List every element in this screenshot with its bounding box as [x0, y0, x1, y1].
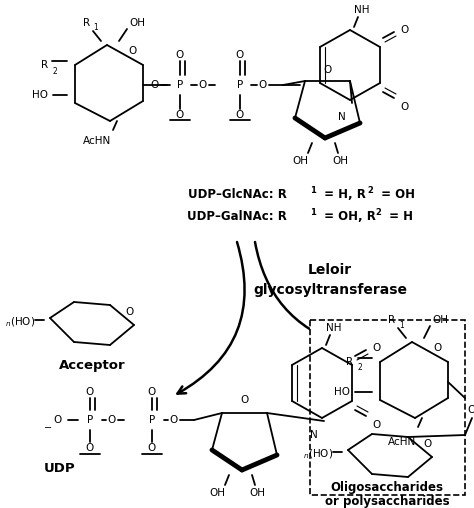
Text: P: P [237, 80, 243, 90]
Text: OH: OH [292, 156, 308, 166]
Text: Leloir: Leloir [308, 263, 352, 277]
Text: N: N [338, 112, 346, 122]
Text: O: O [148, 443, 156, 453]
Text: O: O [468, 405, 474, 415]
Text: O: O [373, 420, 381, 430]
Text: R: R [83, 18, 91, 28]
Text: NH: NH [326, 323, 342, 333]
Text: O: O [86, 387, 94, 397]
Text: R: R [346, 357, 354, 367]
Text: O: O [148, 387, 156, 397]
Text: UDP: UDP [44, 461, 76, 474]
Text: OH: OH [129, 18, 145, 28]
Text: O: O [434, 343, 442, 353]
Text: Oligosaccharides: Oligosaccharides [330, 482, 444, 494]
Text: O: O [126, 307, 134, 317]
Text: 1: 1 [400, 321, 404, 330]
FancyBboxPatch shape [310, 320, 465, 495]
Text: OH: OH [432, 315, 448, 325]
Text: O: O [241, 395, 249, 405]
Text: 2: 2 [367, 186, 373, 195]
Text: $_n$(HO): $_n$(HO) [303, 447, 333, 461]
Text: OH: OH [249, 488, 265, 498]
Text: 1: 1 [310, 186, 316, 195]
Text: O: O [259, 80, 267, 90]
Text: O: O [373, 343, 381, 353]
Text: R: R [41, 60, 48, 70]
Text: AcHN: AcHN [83, 136, 111, 146]
Text: O: O [170, 415, 178, 425]
Text: O: O [199, 80, 207, 90]
Text: −: − [44, 423, 52, 433]
Text: UDP–GlcNAc: R: UDP–GlcNAc: R [188, 188, 286, 202]
Text: O: O [151, 80, 159, 90]
Text: glycosyltransferase: glycosyltransferase [253, 283, 407, 297]
Text: N: N [310, 430, 318, 440]
Text: OH: OH [209, 488, 225, 498]
Text: P: P [177, 80, 183, 90]
Text: P: P [149, 415, 155, 425]
Text: HO: HO [334, 387, 350, 397]
Text: O: O [236, 50, 244, 60]
Text: O: O [176, 110, 184, 120]
Text: O: O [129, 46, 137, 56]
Text: = OH: = OH [377, 188, 415, 202]
Text: UDP–GalNAc: R: UDP–GalNAc: R [187, 210, 287, 224]
Text: = OH, R: = OH, R [320, 210, 376, 224]
Text: P: P [87, 415, 93, 425]
FancyArrowPatch shape [255, 242, 342, 345]
Text: O: O [401, 102, 409, 112]
Text: O: O [54, 415, 62, 425]
Text: AcHN: AcHN [388, 437, 416, 447]
Text: O: O [236, 110, 244, 120]
Text: O: O [86, 443, 94, 453]
Text: = H, R: = H, R [320, 188, 366, 202]
Text: $_n$(HO): $_n$(HO) [5, 315, 35, 329]
Text: O: O [108, 415, 116, 425]
Text: 2: 2 [53, 67, 57, 76]
Text: O: O [176, 50, 184, 60]
Text: = H: = H [385, 210, 413, 224]
Text: O: O [324, 65, 332, 75]
Text: O: O [424, 439, 432, 449]
Text: 1: 1 [94, 23, 99, 33]
Text: R: R [388, 315, 396, 325]
Text: Acceptor: Acceptor [59, 359, 125, 371]
Text: OH: OH [332, 156, 348, 166]
Text: NH: NH [354, 5, 370, 15]
Text: O: O [401, 25, 409, 35]
Text: 2: 2 [357, 364, 363, 372]
Text: HO: HO [32, 90, 48, 100]
FancyArrowPatch shape [177, 242, 245, 394]
Text: or polysaccharides: or polysaccharides [325, 495, 449, 508]
Text: 2: 2 [375, 208, 381, 217]
Text: 1: 1 [310, 208, 316, 217]
